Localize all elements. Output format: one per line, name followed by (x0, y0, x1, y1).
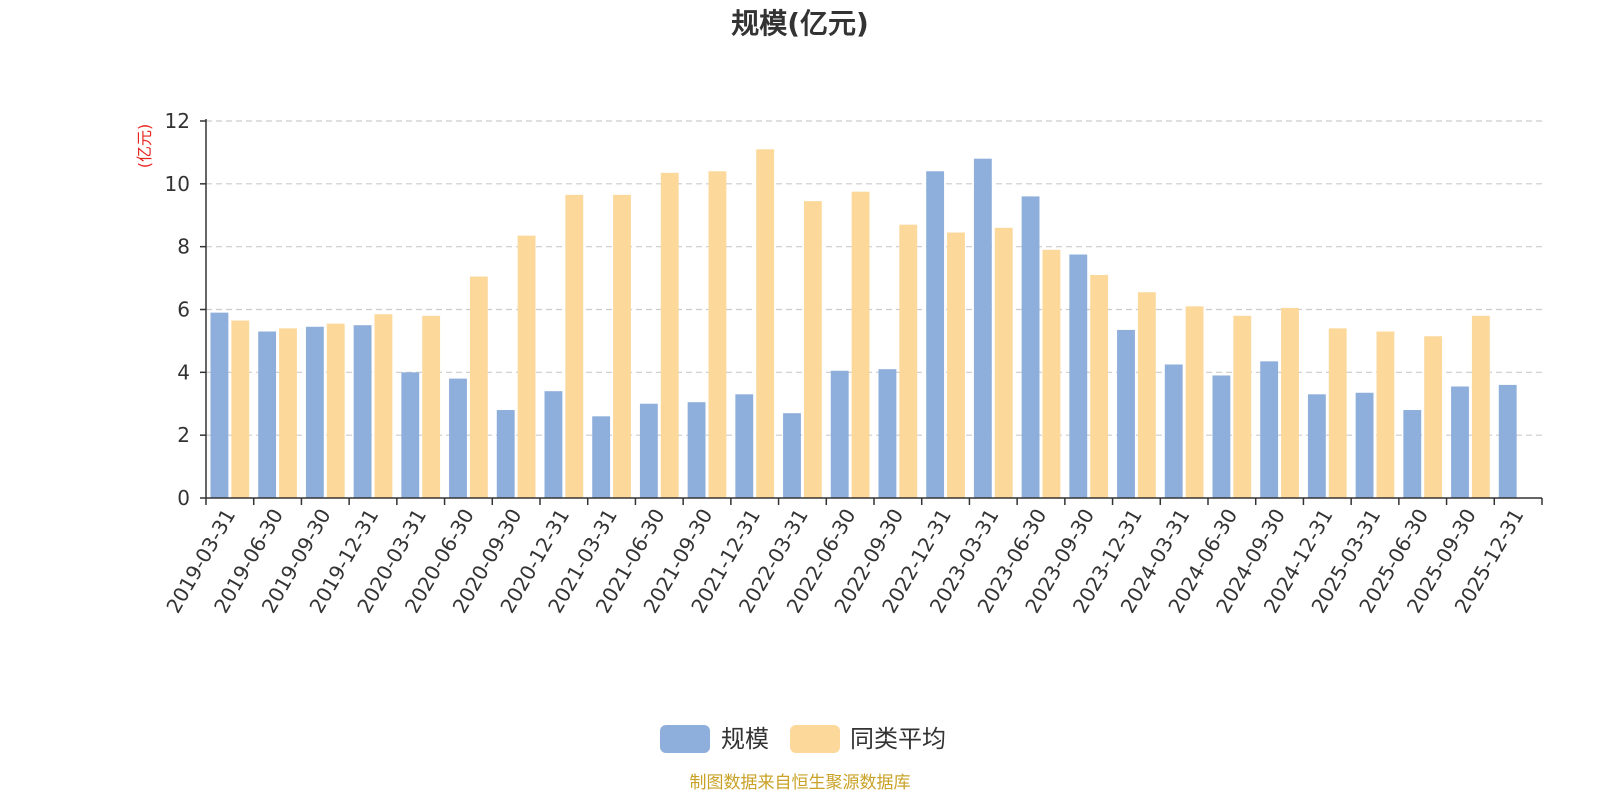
bar-series-1-5[interactable] (469, 276, 488, 498)
bar-series-0-25[interactable] (1403, 410, 1422, 498)
bar-series-0-5[interactable] (449, 378, 467, 498)
bar-series-0-23[interactable] (1307, 394, 1326, 498)
bar-series-0-1[interactable] (258, 331, 277, 498)
bar-series-1-21[interactable] (1233, 315, 1252, 498)
bars (210, 149, 1517, 499)
legend-swatch-0[interactable] (660, 725, 710, 753)
y-tick-label: 10 (165, 172, 190, 196)
bar-series-1-7[interactable] (565, 194, 584, 498)
bar-series-1-2[interactable] (326, 323, 345, 498)
bar-series-1-1[interactable] (279, 328, 297, 498)
chart-title: 规模(亿元) (731, 7, 869, 40)
bar-series-1-13[interactable] (851, 191, 870, 498)
bar-series-0-17[interactable] (1021, 196, 1040, 498)
bar-series-1-6[interactable] (517, 235, 536, 498)
legend[interactable]: 规模 同类平均 (660, 725, 946, 753)
bar-series-0-27[interactable] (1498, 384, 1517, 498)
bar-series-1-9[interactable] (660, 172, 679, 498)
bar-series-1-12[interactable] (803, 201, 822, 499)
bar-series-1-15[interactable] (947, 232, 965, 498)
bar-series-1-8[interactable] (613, 194, 631, 498)
bar-series-1-3[interactable] (374, 314, 393, 498)
bar-series-0-11[interactable] (735, 394, 754, 498)
bar-series-0-0[interactable] (210, 312, 229, 498)
y-tick-label: 0 (177, 486, 190, 510)
bar-series-1-4[interactable] (422, 315, 441, 498)
legend-label-0[interactable]: 规模 (721, 725, 769, 753)
bar-series-0-2[interactable] (305, 326, 324, 498)
bar-series-1-11[interactable] (756, 149, 775, 498)
y-tick-label: 2 (177, 423, 190, 447)
bar-series-0-7[interactable] (544, 391, 563, 498)
bar-series-0-14[interactable] (878, 369, 897, 498)
bar-series-0-6[interactable] (496, 410, 515, 498)
bar-series-1-17[interactable] (1042, 249, 1061, 498)
bar-series-1-0[interactable] (231, 320, 250, 498)
bar-series-0-20[interactable] (1164, 364, 1183, 498)
bar-series-0-19[interactable] (1117, 329, 1135, 498)
bar-series-0-15[interactable] (926, 171, 945, 498)
bar-series-1-10[interactable] (708, 171, 727, 498)
bar-series-1-22[interactable] (1281, 307, 1299, 498)
bar-series-1-26[interactable] (1471, 315, 1490, 498)
legend-swatch-1[interactable] (790, 725, 840, 753)
bar-series-0-18[interactable] (1069, 254, 1088, 498)
y-axis-label: (亿元) (135, 124, 154, 169)
y-tick-label: 8 (177, 235, 190, 259)
bar-series-1-24[interactable] (1376, 331, 1395, 498)
bar-series-0-4[interactable] (401, 372, 420, 498)
bar-series-0-26[interactable] (1451, 386, 1469, 498)
bar-series-0-3[interactable] (353, 325, 372, 498)
bar-series-0-8[interactable] (592, 416, 611, 498)
bar-series-1-14[interactable] (899, 224, 918, 499)
bar-series-1-23[interactable] (1328, 328, 1347, 498)
bar-series-1-19[interactable] (1137, 292, 1156, 498)
bar-series-0-24[interactable] (1355, 392, 1374, 498)
bar-series-1-25[interactable] (1424, 336, 1443, 498)
y-tick-label: 12 (165, 109, 190, 133)
bar-series-0-16[interactable] (973, 158, 992, 498)
bar-series-0-10[interactable] (687, 402, 706, 498)
bar-series-0-21[interactable] (1212, 375, 1231, 498)
source-note: 制图数据来自恒生聚源数据库 (690, 773, 911, 793)
bar-series-0-12[interactable] (783, 413, 801, 498)
bar-series-0-22[interactable] (1260, 361, 1279, 498)
y-tick-label: 4 (177, 360, 190, 384)
bar-series-0-13[interactable] (830, 370, 849, 498)
bar-series-1-16[interactable] (994, 227, 1013, 499)
bar-series-1-18[interactable] (1090, 274, 1109, 498)
y-tick-label: 6 (177, 298, 190, 322)
bar-series-1-20[interactable] (1185, 306, 1204, 498)
legend-label-1[interactable]: 同类平均 (850, 725, 946, 753)
bar-series-0-9[interactable] (639, 403, 658, 498)
